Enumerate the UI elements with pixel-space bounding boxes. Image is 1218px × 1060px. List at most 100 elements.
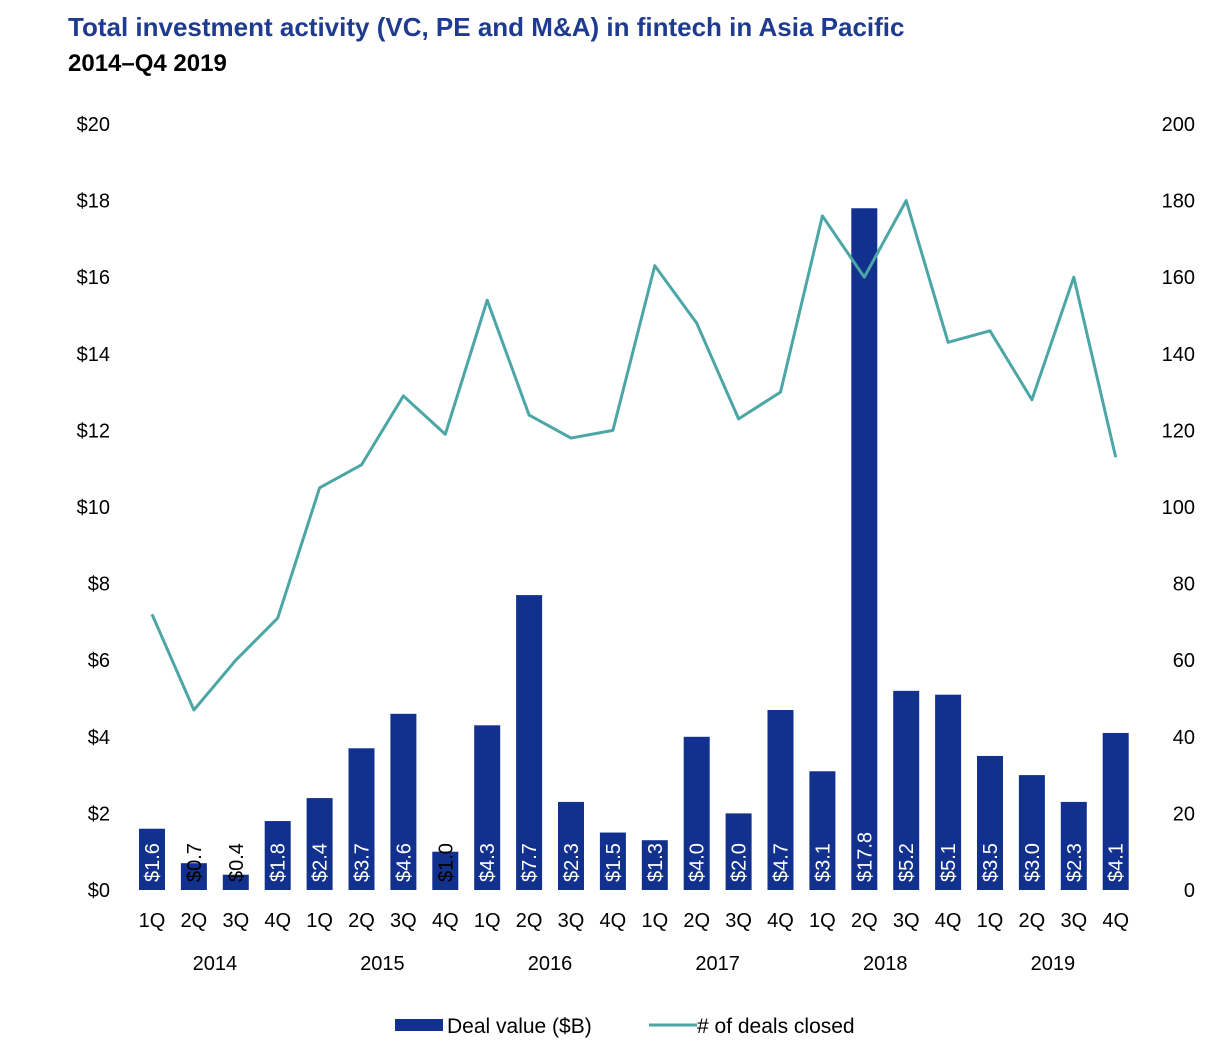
right-axis-tick: 100: [1162, 497, 1195, 519]
bar: [432, 851, 459, 890]
x-tick-quarter: 3Q: [725, 910, 752, 932]
x-tick-quarter: 2Q: [516, 910, 543, 932]
x-tick-quarter: 1Q: [809, 910, 836, 932]
x-tick-quarter: 3Q: [893, 910, 920, 932]
left-axis-tick: $8: [88, 574, 110, 596]
left-axis-tick: $0: [88, 880, 110, 902]
legend-bar-swatch: [395, 1019, 443, 1031]
bar: [599, 832, 626, 890]
x-tick-quarter: 2Q: [181, 910, 208, 932]
bar-data-label: $5.2: [896, 843, 918, 882]
bar: [809, 771, 836, 890]
bar-data-label: $4.7: [771, 843, 793, 882]
x-tick-quarter: 3Q: [222, 910, 249, 932]
right-axis-tick: 160: [1162, 267, 1195, 289]
bar-data-label: $4.1: [1106, 843, 1128, 882]
x-tick-quarter: 4Q: [1102, 910, 1129, 932]
x-tick-quarter: 3Q: [1060, 910, 1087, 932]
right-axis-tick: 80: [1173, 574, 1195, 596]
bar-data-label: $3.7: [352, 843, 374, 882]
right-axis-tick: 60: [1173, 650, 1195, 672]
x-tick-quarter: 4Q: [767, 910, 794, 932]
right-axis-ticks: 0 20 40 60 80 100 120 140 160 180 200: [1162, 114, 1195, 902]
chart-legend: Deal value ($B) # of deals closed: [395, 1015, 855, 1038]
bar-data-label: $1.5: [603, 843, 625, 882]
bar-series: [139, 208, 1129, 890]
bar: [1060, 801, 1087, 890]
bar: [977, 755, 1003, 890]
left-axis-tick: $4: [88, 727, 110, 749]
deals-line: [150, 199, 1118, 712]
bar: [348, 748, 375, 890]
bar-data-label: $2.3: [561, 843, 583, 882]
right-axis-tick: 200: [1162, 114, 1195, 136]
bar: [390, 713, 417, 890]
x-tick-quarter: 2Q: [348, 910, 375, 932]
bar-data-label: $4.0: [687, 843, 709, 882]
bar: [1018, 775, 1045, 890]
bar-data-label: $3.1: [812, 843, 834, 882]
x-tick-quarter: 3Q: [390, 910, 417, 932]
x-tick-quarter: 2Q: [683, 910, 710, 932]
x-tick-quarter: 3Q: [558, 910, 585, 932]
bar-data-label: $3.0: [1022, 843, 1044, 882]
bar-data-label: $1.0: [435, 843, 457, 882]
right-axis-tick: 20: [1173, 803, 1195, 825]
x-tick-year: 2015: [360, 953, 405, 975]
x-tick-year: 2019: [1031, 953, 1076, 975]
bar: [725, 813, 752, 890]
bar-data-label: $1.3: [645, 843, 667, 882]
legend-bar-label: Deal value ($B): [447, 1015, 592, 1038]
bar-data-label: $4.3: [477, 843, 499, 882]
x-tick-quarter: 2Q: [851, 910, 878, 932]
bar-data-label: $5.1: [938, 843, 960, 882]
left-axis-tick: $10: [77, 497, 110, 519]
legend-line-label: # of deals closed: [697, 1015, 855, 1038]
bar: [767, 709, 794, 890]
bar: [306, 798, 333, 890]
left-axis-tick: $16: [77, 267, 110, 289]
bar: [1102, 732, 1129, 890]
right-axis-tick: 140: [1162, 344, 1195, 366]
bar-data-label: $3.5: [980, 843, 1002, 882]
bar: [851, 208, 878, 890]
chart-title: Total investment activity (VC, PE and M&…: [68, 12, 905, 42]
x-axis-year-labels: 2014 2015 2016 2017 2018 2019: [193, 953, 1076, 975]
x-tick-year: 2018: [863, 953, 908, 975]
bar-data-label: $1.6: [142, 843, 164, 882]
right-axis-tick: 40: [1173, 727, 1195, 749]
bar-data-label: $0.4: [226, 843, 248, 882]
bar-data-label: $4.6: [393, 843, 415, 882]
left-axis-tick: $2: [88, 803, 110, 825]
bar-data-label: $1.8: [268, 843, 290, 882]
left-axis-tick: $12: [77, 420, 110, 442]
left-axis-tick: $20: [77, 114, 110, 136]
left-axis-tick: $18: [77, 191, 110, 213]
x-tick-quarter: 1Q: [306, 910, 333, 932]
x-tick-quarter: 1Q: [474, 910, 501, 932]
x-tick-year: 2014: [193, 953, 238, 975]
bar: [180, 863, 207, 890]
x-tick-quarter: 1Q: [977, 910, 1004, 932]
bar: [139, 828, 165, 890]
left-axis-tick: $6: [88, 650, 110, 672]
x-tick-year: 2017: [695, 953, 740, 975]
x-tick-quarter: 1Q: [139, 910, 166, 932]
bar-data-label: $0.7: [184, 843, 206, 882]
chart-subtitle: 2014–Q4 2019: [68, 50, 227, 77]
bar: [264, 821, 291, 890]
bar-data-label: $2.4: [310, 843, 332, 882]
left-axis-ticks: $0 $2 $4 $6 $8 $10 $12 $14 $16 $18 $20: [77, 114, 110, 902]
x-axis-quarter-labels: 1Q 2Q 3Q 4Q 1Q 2Q 3Q 4Q 1Q 2Q 3Q 4Q 1Q 2Q 3Q 4Q 1Q 2Q 3Q 4Q…: [139, 910, 1129, 932]
bar-data-label: $2.0: [729, 843, 751, 882]
bar: [474, 725, 501, 890]
x-tick-quarter: 1Q: [641, 910, 668, 932]
bar: [558, 801, 584, 890]
bar: [683, 736, 710, 890]
bar: [893, 690, 920, 890]
bar-data-label: $17.8: [854, 832, 876, 882]
x-tick-quarter: 4Q: [432, 910, 459, 932]
x-tick-quarter: 2Q: [1019, 910, 1046, 932]
x-tick-year: 2016: [528, 953, 573, 975]
right-axis-tick: 0: [1184, 880, 1195, 902]
